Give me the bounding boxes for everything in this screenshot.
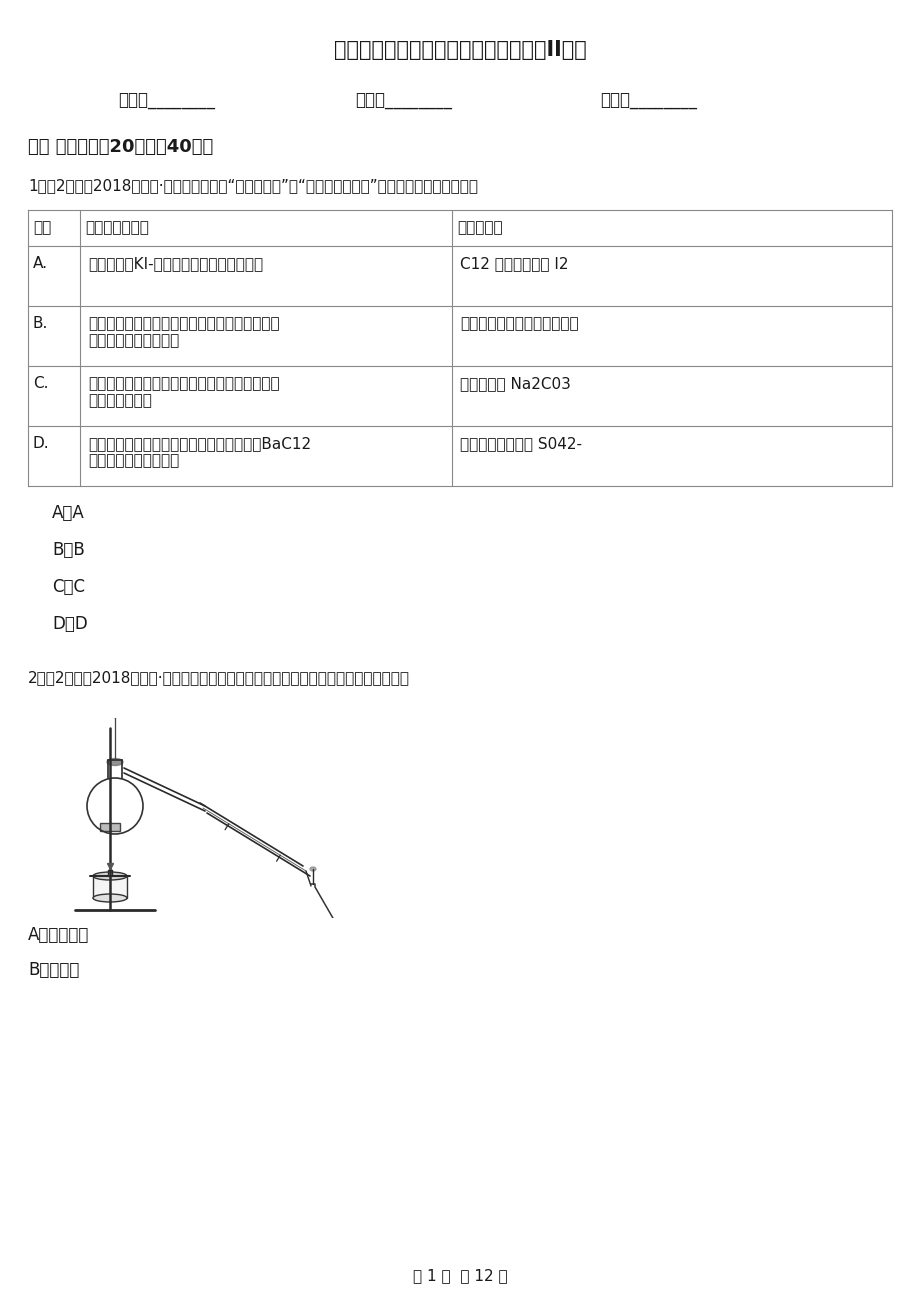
Text: 向某溶液中加入稀盐酸无明显现象，再加入BaC12: 向某溶液中加入稀盐酸无明显现象，再加入BaC12 <box>88 436 311 450</box>
Text: 将氯水滴入KI-淠粉溶液中，溶液变成蓝色: 将氯水滴入KI-淠粉溶液中，溶液变成蓝色 <box>88 256 263 271</box>
Text: 实验操作及现象: 实验操作及现象 <box>85 220 149 234</box>
Ellipse shape <box>310 867 315 871</box>
Text: 该盐一定是 Na2C03: 该盐一定是 Na2C03 <box>460 376 571 391</box>
Bar <box>93 876 127 898</box>
Text: A．蕲馏烧瓶: A．蕲馏烧瓶 <box>28 926 89 944</box>
Ellipse shape <box>93 872 127 880</box>
Circle shape <box>112 712 118 717</box>
Text: 陕西省高一上学期化学期中考试试卷（II）卷: 陕西省高一上学期化学期中考试试卷（II）卷 <box>334 40 585 60</box>
Text: 溶液，有白色沉淠生成: 溶液，有白色沉淠生成 <box>88 453 179 467</box>
Text: D．D: D．D <box>52 615 87 633</box>
Text: 一、 单选题（內20题；內40分）: 一、 单选题（內20题；內40分） <box>28 138 213 156</box>
Text: 序号: 序号 <box>33 220 51 234</box>
Text: C．C: C．C <box>52 578 85 596</box>
Text: 镁条与稀盐酸反应是放热反应: 镁条与稀盐酸反应是放热反应 <box>460 316 578 331</box>
Text: 水变混浊的气体: 水变混浊的气体 <box>88 393 152 408</box>
Text: A.: A. <box>33 256 48 271</box>
Text: B.: B. <box>33 316 49 331</box>
Text: B．B: B．B <box>52 542 85 559</box>
Text: A．A: A．A <box>52 504 85 522</box>
Text: 第 1 页  共 12 页: 第 1 页 共 12 页 <box>413 1268 506 1282</box>
Text: D.: D. <box>33 436 50 450</box>
Text: 成绩：________: 成绩：________ <box>599 92 697 109</box>
Text: 该溶液中一定含有 S042-: 该溶液中一定含有 S042- <box>460 436 582 450</box>
Text: 向某钓盐溶液中加入稀盐酸，产生能使澄清石灿: 向某钓盐溶液中加入稀盐酸，产生能使澄清石灿 <box>88 376 279 391</box>
Text: 触摸试管外壁感觉变热: 触摸试管外壁感觉变热 <box>88 333 179 348</box>
Text: 将打磨后的镁条放入盛有稀盐酸的试管中，用手: 将打磨后的镁条放入盛有稀盐酸的试管中，用手 <box>88 316 279 331</box>
Bar <box>100 823 119 831</box>
Text: B．温度计: B．温度计 <box>28 961 79 979</box>
Text: 班级：________: 班级：________ <box>355 92 451 109</box>
Text: 解释或结论: 解释或结论 <box>457 220 502 234</box>
Text: C.: C. <box>33 376 49 391</box>
Ellipse shape <box>93 894 127 902</box>
Ellipse shape <box>107 759 123 766</box>
Text: 1．（2分）（2018高一下·北京期中）下列“解释或结论”与“实验操作及现象”不相符的一组是（　　）: 1．（2分）（2018高一下·北京期中）下列“解释或结论”与“实验操作及现象”不… <box>28 178 478 193</box>
Text: 2．（2分）（2018高一下·温州期中）下图实验装置中，没有出现的仪器名称为（　　）: 2．（2分）（2018高一下·温州期中）下图实验装置中，没有出现的仪器名称为（ … <box>28 671 410 685</box>
Text: C12 的氧化性强于 I2: C12 的氧化性强于 I2 <box>460 256 568 271</box>
Text: 姓名：________: 姓名：________ <box>118 92 215 109</box>
